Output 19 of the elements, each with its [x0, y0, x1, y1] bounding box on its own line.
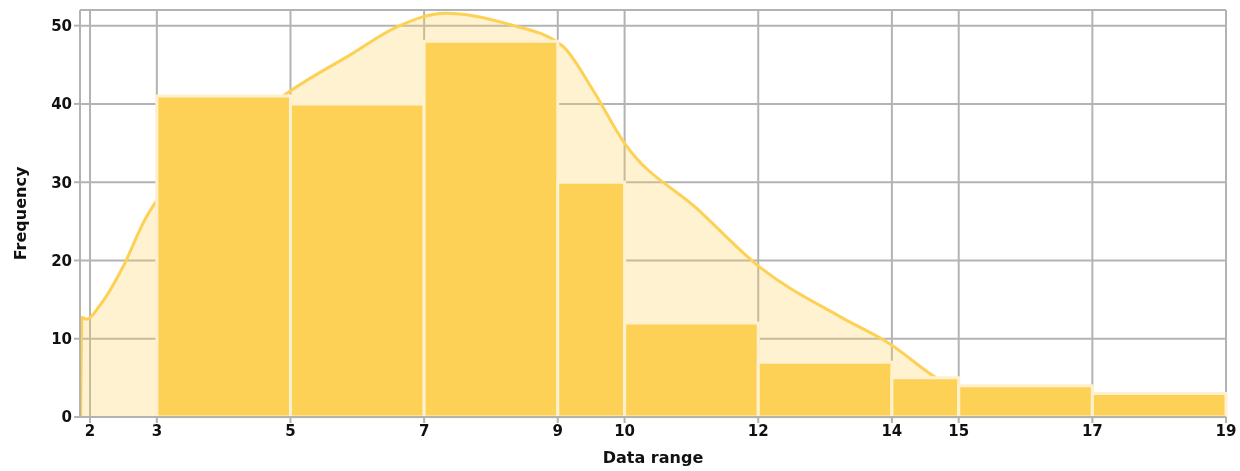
x-tick-label: 12 [747, 421, 769, 440]
y-tick-label: 0 [61, 408, 72, 427]
y-axis-title: Frequency [10, 166, 30, 261]
x-tick-label: 2 [84, 421, 96, 440]
x-axis-title: Data range [602, 448, 704, 467]
x-tick-label: 7 [418, 421, 430, 440]
x-tick-label: 5 [285, 421, 296, 440]
x-tick-label: 17 [1081, 421, 1103, 440]
x-tick-label: 19 [1215, 421, 1237, 440]
y-tick-label: 30 [51, 173, 72, 192]
x-tick-label: 15 [948, 421, 970, 440]
x-tick-label: 10 [614, 421, 636, 440]
x-tick-label: 14 [881, 421, 903, 440]
y-tick-label: 20 [51, 251, 72, 270]
x-tick-label: 3 [151, 421, 163, 440]
y-tick-label: 50 [51, 16, 72, 35]
y-tick-label: 10 [51, 330, 72, 349]
x-tick-label: 9 [552, 421, 563, 440]
y-tick-label: 40 [51, 95, 72, 114]
